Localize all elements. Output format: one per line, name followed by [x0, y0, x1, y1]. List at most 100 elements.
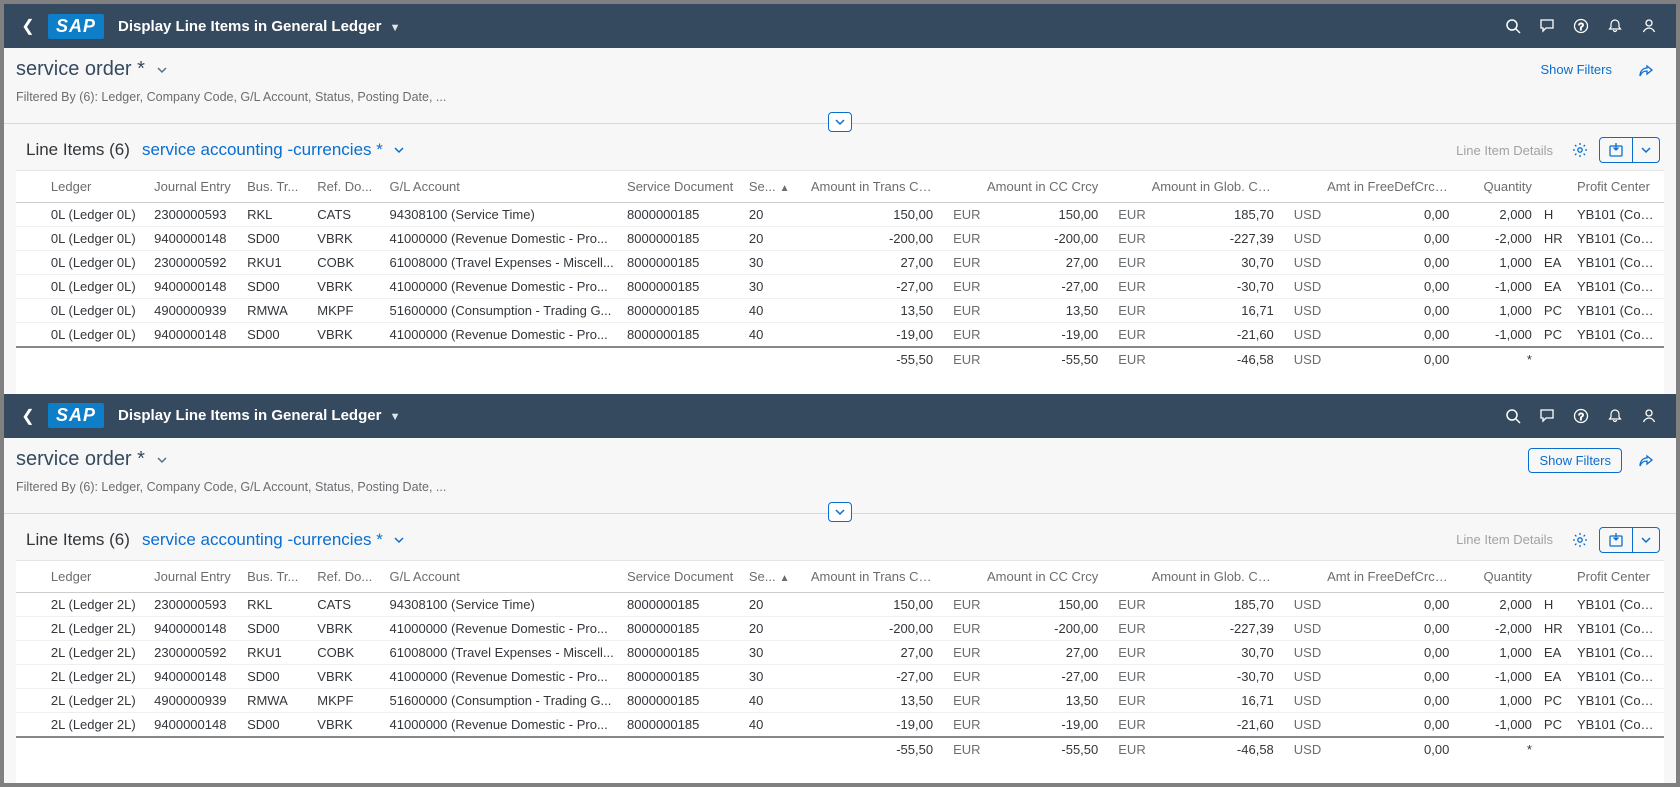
notifications-icon[interactable]: [1598, 399, 1632, 433]
column-header[interactable]: Bus. Tr...: [241, 561, 311, 593]
cell-profit-center[interactable]: YB101 (Consult: [1571, 712, 1664, 737]
cell-gl-account[interactable]: 61008000 (Travel Expenses - Miscell...: [384, 251, 621, 275]
cell-gl-account[interactable]: 94308100 (Service Time): [384, 203, 621, 227]
collapse-header-button[interactable]: [828, 112, 852, 132]
cell-gl-account[interactable]: 41000000 (Revenue Domestic - Pro...: [384, 275, 621, 299]
feedback-icon[interactable]: [1530, 9, 1564, 43]
sap-logo[interactable]: SAP: [48, 14, 104, 39]
cell-journal-entry[interactable]: 9400000148: [148, 712, 241, 737]
table-variant[interactable]: service accounting -currencies *: [142, 530, 404, 550]
show-filters-button[interactable]: Show Filters: [1528, 448, 1622, 473]
column-header[interactable]: Amt in FreeDefCrcy 1: [1321, 171, 1455, 203]
cell-journal-entry[interactable]: 2300000592: [148, 251, 241, 275]
table-row[interactable]: 0L (Ledger 0L) 4900000939 RMWA MKPF 5160…: [16, 299, 1664, 323]
cell-profit-center[interactable]: YB101 (Consult: [1571, 227, 1664, 251]
share-icon[interactable]: [1632, 58, 1660, 86]
column-header[interactable]: [939, 171, 980, 203]
share-icon[interactable]: [1632, 448, 1660, 476]
page-variant[interactable]: service order *: [16, 448, 167, 471]
cell-gl-account[interactable]: 41000000 (Revenue Domestic - Pro...: [384, 323, 621, 348]
export-chevron-icon[interactable]: [1633, 138, 1659, 162]
column-header[interactable]: G/L Account: [384, 561, 621, 593]
column-header[interactable]: [1280, 171, 1321, 203]
cell-journal-entry[interactable]: 9400000148: [148, 664, 241, 688]
export-icon[interactable]: [1600, 528, 1633, 552]
cell-profit-center[interactable]: YB101 (Consult: [1571, 299, 1664, 323]
cell-gl-account[interactable]: 51600000 (Consumption - Trading G...: [384, 299, 621, 323]
table-row[interactable]: 0L (Ledger 0L) 2300000593 RKL CATS 94308…: [16, 203, 1664, 227]
column-header[interactable]: Journal Entry: [148, 171, 241, 203]
column-header[interactable]: Amount in CC Crcy: [980, 561, 1104, 593]
cell-gl-account[interactable]: 41000000 (Revenue Domestic - Pro...: [384, 616, 621, 640]
cell-gl-account[interactable]: 41000000 (Revenue Domestic - Pro...: [384, 227, 621, 251]
sap-logo[interactable]: SAP: [48, 403, 104, 428]
table-row[interactable]: 0L (Ledger 0L) 9400000148 SD00 VBRK 4100…: [16, 275, 1664, 299]
cell-profit-center[interactable]: YB101 (Consult: [1571, 688, 1664, 712]
column-header[interactable]: Amount in Glob. Crcy: [1146, 561, 1280, 593]
cell-journal-entry[interactable]: 4900000939: [148, 688, 241, 712]
cell-profit-center[interactable]: YB101 (Consult: [1571, 592, 1664, 616]
notifications-icon[interactable]: [1598, 9, 1632, 43]
table-row[interactable]: 2L (Ledger 2L) 9400000148 SD00 VBRK 4100…: [16, 616, 1664, 640]
cell-profit-center[interactable]: YB101 (Consult: [1571, 664, 1664, 688]
back-button[interactable]: ❮: [14, 12, 42, 40]
column-header[interactable]: Amount in Glob. Crcy: [1146, 171, 1280, 203]
cell-profit-center[interactable]: YB101 (Consult: [1571, 275, 1664, 299]
cell-profit-center[interactable]: YB101 (Consult: [1571, 616, 1664, 640]
column-header[interactable]: [1280, 561, 1321, 593]
back-button[interactable]: ❮: [14, 402, 42, 430]
column-header[interactable]: Profit Center: [1571, 171, 1664, 203]
cell-journal-entry[interactable]: 2300000592: [148, 640, 241, 664]
cell-profit-center[interactable]: YB101 (Consult: [1571, 203, 1664, 227]
table-row[interactable]: 2L (Ledger 2L) 2300000592 RKU1 COBK 6100…: [16, 640, 1664, 664]
export-button-group[interactable]: [1599, 527, 1660, 553]
cell-journal-entry[interactable]: 9400000148: [148, 275, 241, 299]
table-row[interactable]: 2L (Ledger 2L) 9400000148 SD00 VBRK 4100…: [16, 664, 1664, 688]
column-header[interactable]: [1538, 171, 1571, 203]
show-filters-button[interactable]: Show Filters: [1530, 58, 1622, 81]
cell-journal-entry[interactable]: 2300000593: [148, 592, 241, 616]
table-row[interactable]: 0L (Ledger 0L) 9400000148 SD00 VBRK 4100…: [16, 227, 1664, 251]
help-icon[interactable]: ?: [1564, 9, 1598, 43]
cell-journal-entry[interactable]: 9400000148: [148, 227, 241, 251]
column-header[interactable]: Journal Entry: [148, 561, 241, 593]
column-header[interactable]: Ledger: [45, 171, 148, 203]
column-header[interactable]: [1104, 171, 1145, 203]
column-header[interactable]: G/L Account: [384, 171, 621, 203]
cell-journal-entry[interactable]: 9400000148: [148, 616, 241, 640]
settings-icon[interactable]: [1565, 136, 1595, 164]
column-header[interactable]: [939, 561, 980, 593]
column-header[interactable]: [16, 171, 45, 203]
cell-profit-center[interactable]: YB101 (Consult: [1571, 640, 1664, 664]
column-header[interactable]: Service Document: [621, 171, 743, 203]
collapse-header-button[interactable]: [828, 502, 852, 522]
cell-journal-entry[interactable]: 4900000939: [148, 299, 241, 323]
column-header[interactable]: Quantity: [1455, 171, 1538, 203]
column-header[interactable]: [16, 561, 45, 593]
column-header[interactable]: Bus. Tr...: [241, 171, 311, 203]
cell-profit-center[interactable]: YB101 (Consult: [1571, 251, 1664, 275]
column-header[interactable]: Se...▲: [743, 561, 805, 593]
column-header[interactable]: [1104, 561, 1145, 593]
cell-gl-account[interactable]: 41000000 (Revenue Domestic - Pro...: [384, 712, 621, 737]
column-header[interactable]: Amount in Trans Crcy: [805, 561, 939, 593]
user-icon[interactable]: [1632, 399, 1666, 433]
column-header[interactable]: Profit Center: [1571, 561, 1664, 593]
table-row[interactable]: 2L (Ledger 2L) 2300000593 RKL CATS 94308…: [16, 592, 1664, 616]
settings-icon[interactable]: [1565, 526, 1595, 554]
cell-journal-entry[interactable]: 2300000593: [148, 203, 241, 227]
export-chevron-icon[interactable]: [1633, 528, 1659, 552]
column-header[interactable]: [1538, 561, 1571, 593]
column-header[interactable]: Ref. Do...: [311, 561, 383, 593]
column-header[interactable]: Ledger: [45, 561, 148, 593]
table-row[interactable]: 2L (Ledger 2L) 4900000939 RMWA MKPF 5160…: [16, 688, 1664, 712]
table-row[interactable]: 0L (Ledger 0L) 9400000148 SD00 VBRK 4100…: [16, 323, 1664, 348]
column-header[interactable]: Quantity: [1455, 561, 1538, 593]
column-header[interactable]: Se...▲: [743, 171, 805, 203]
export-icon[interactable]: [1600, 138, 1633, 162]
table-row[interactable]: 0L (Ledger 0L) 2300000592 RKU1 COBK 6100…: [16, 251, 1664, 275]
user-icon[interactable]: [1632, 9, 1666, 43]
page-variant[interactable]: service order *: [16, 58, 167, 81]
column-header[interactable]: Amount in CC Crcy: [980, 171, 1104, 203]
cell-gl-account[interactable]: 61008000 (Travel Expenses - Miscell...: [384, 640, 621, 664]
